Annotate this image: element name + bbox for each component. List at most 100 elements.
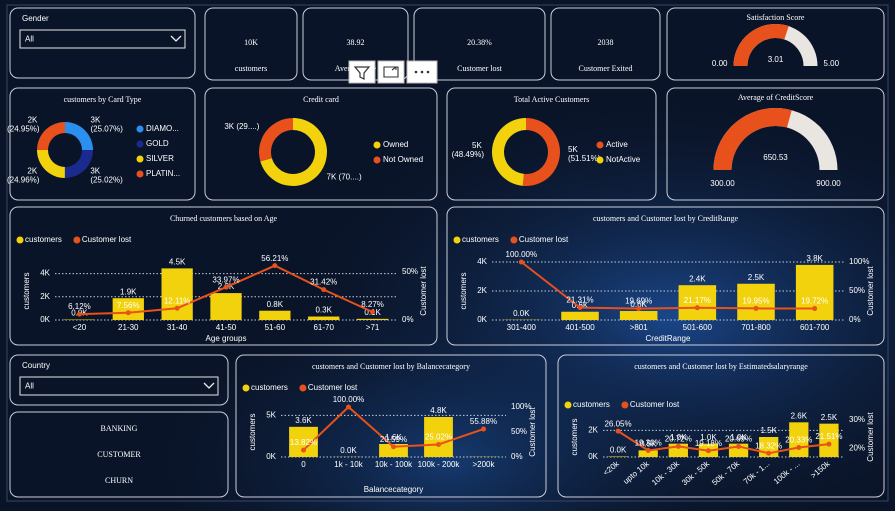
y2-tick-label: 0% bbox=[402, 315, 414, 324]
line-label: 6.12% bbox=[68, 302, 91, 311]
line-point bbox=[636, 306, 642, 312]
gauge-tick-label: 0.00 bbox=[712, 59, 728, 68]
line-label: 33.97% bbox=[212, 275, 239, 284]
y-axis-title: customers bbox=[22, 273, 31, 310]
line-label: 20.33% bbox=[785, 436, 812, 445]
legend-marker bbox=[564, 401, 572, 409]
bar-label: 0.3K bbox=[315, 306, 332, 315]
chart-title: customers and Customer lost by Estimated… bbox=[634, 362, 808, 371]
chart-title: Credit card bbox=[303, 95, 339, 104]
slicer-selection: All bbox=[25, 35, 34, 44]
x-tick-label: 401-500 bbox=[565, 323, 595, 332]
bar-label: 1.0K bbox=[670, 433, 687, 442]
panel bbox=[9, 87, 196, 201]
y-tick-label: 0K bbox=[477, 315, 487, 324]
line-label: 7.56% bbox=[117, 301, 140, 310]
y2-tick-label: 50% bbox=[849, 286, 865, 295]
line-label: 21.17% bbox=[684, 296, 711, 305]
y-axis-title: customers bbox=[248, 414, 257, 451]
bar-label: 2.6K bbox=[791, 411, 808, 420]
bar bbox=[308, 316, 340, 320]
legend-label: customers bbox=[573, 400, 610, 409]
donut-slice bbox=[522, 118, 560, 186]
legend-marker bbox=[596, 156, 604, 164]
data-label: 2K (24.96%) bbox=[7, 166, 40, 184]
panel bbox=[446, 87, 657, 201]
legend-marker bbox=[596, 141, 604, 149]
filter-button[interactable] bbox=[348, 60, 376, 84]
line-label: 19.72% bbox=[801, 297, 828, 306]
more-icon bbox=[414, 70, 418, 74]
donut-slice bbox=[37, 149, 65, 178]
data-label: 3K (25.02%) bbox=[90, 167, 123, 185]
bar-label: 3.6K bbox=[295, 416, 312, 425]
x-tick-label: 100k - 200k bbox=[418, 460, 461, 469]
line-point bbox=[766, 450, 772, 456]
legend-label: DIAMO... bbox=[146, 124, 179, 133]
data-label-line: (25.02%) bbox=[90, 176, 123, 185]
gauge-value-label: 650.53 bbox=[763, 153, 788, 162]
legend-label: Customer lost bbox=[519, 235, 569, 244]
legend-marker bbox=[136, 140, 144, 148]
legend-marker bbox=[373, 156, 381, 164]
bar-label: 0.0K bbox=[513, 309, 530, 318]
panel bbox=[550, 7, 661, 81]
line-point bbox=[577, 305, 583, 311]
data-label-line: (48.49%) bbox=[452, 150, 485, 159]
x-tick-label: 21-30 bbox=[118, 323, 139, 332]
legend-label: Customer lost bbox=[82, 235, 132, 244]
data-label: 5K (48.49%) bbox=[452, 141, 485, 159]
line-label: 20.59% bbox=[380, 435, 407, 444]
line-label: 8.27% bbox=[361, 300, 384, 309]
panel bbox=[235, 354, 547, 498]
line-point bbox=[705, 448, 711, 454]
line-label: 25.02% bbox=[425, 433, 452, 442]
slicer-label: Country bbox=[22, 361, 50, 370]
donut-slice bbox=[259, 118, 293, 162]
panel bbox=[204, 7, 298, 81]
bar bbox=[161, 268, 193, 320]
line-point bbox=[518, 259, 524, 265]
kpi-value: 10K bbox=[244, 38, 258, 47]
panel bbox=[9, 411, 229, 498]
slicer-dropdown[interactable] bbox=[19, 29, 186, 49]
y2-tick-label: 100% bbox=[849, 257, 869, 266]
panel bbox=[9, 206, 438, 346]
bar-label: 0.8K bbox=[267, 300, 284, 309]
bar bbox=[678, 285, 717, 320]
report-title: CUSTOMER bbox=[97, 450, 141, 459]
line-label: 55.88% bbox=[470, 417, 497, 426]
x-axis-title: CreditRange bbox=[646, 334, 691, 343]
dropdown-chevron bbox=[170, 35, 182, 42]
bar bbox=[638, 450, 658, 457]
bar bbox=[356, 318, 389, 320]
focus-button[interactable] bbox=[377, 60, 405, 84]
slicer-dropdown[interactable] bbox=[19, 376, 219, 396]
bar-label: 2.5K bbox=[748, 273, 765, 282]
legend-marker bbox=[373, 141, 381, 149]
legend-label: customers bbox=[25, 235, 62, 244]
bar bbox=[608, 456, 628, 457]
chart-title: customers and Customer lost by CreditRan… bbox=[593, 214, 739, 223]
data-label: 2K (24.95%) bbox=[7, 116, 40, 134]
bar-label: 1.6K bbox=[385, 433, 402, 442]
x-tick-label: 1k - 10k bbox=[334, 460, 363, 469]
y2-axis-title: Customer lost bbox=[528, 407, 537, 457]
x-tick-label: 61-70 bbox=[313, 323, 334, 332]
line bbox=[617, 430, 830, 455]
data-label: 3K (29....) bbox=[224, 122, 259, 131]
line-label: 20.72% bbox=[665, 434, 692, 443]
chart-title: Churned customers based on Age bbox=[170, 214, 278, 223]
legend-marker bbox=[510, 236, 518, 244]
legend-label: customers bbox=[251, 383, 288, 392]
donut-slice bbox=[37, 122, 65, 150]
more-icon bbox=[420, 70, 424, 74]
line-point bbox=[370, 309, 376, 315]
panel bbox=[9, 354, 229, 406]
slicer-label: Gender bbox=[22, 14, 49, 23]
data-label-line: 2K bbox=[27, 166, 39, 175]
data-label-line: 3K bbox=[91, 116, 103, 125]
y2-tick-label: 50% bbox=[402, 267, 418, 276]
